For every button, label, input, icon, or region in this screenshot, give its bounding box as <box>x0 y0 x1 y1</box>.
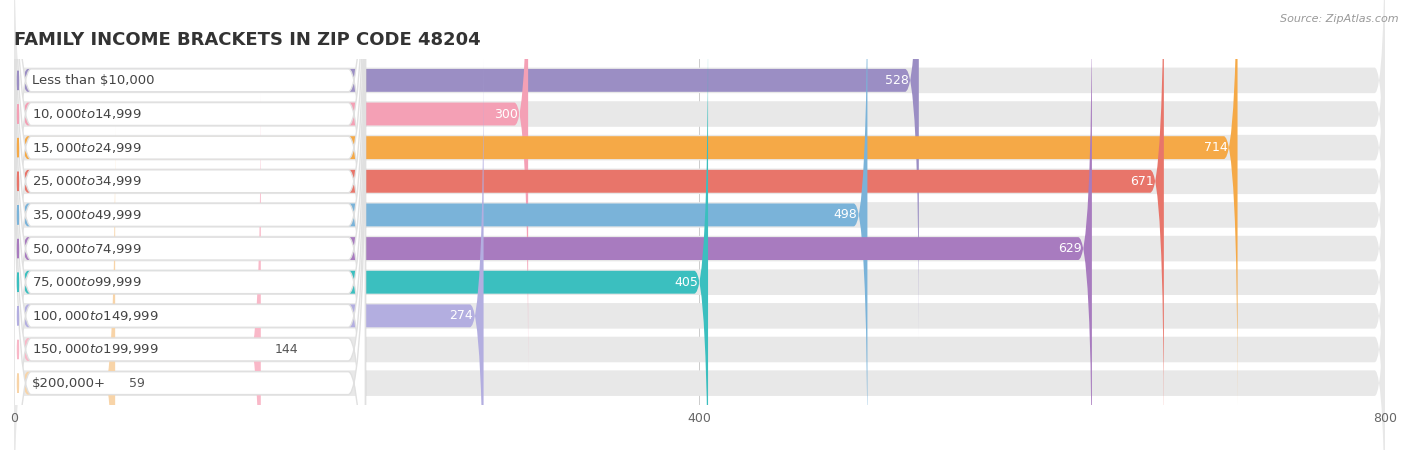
Text: Less than $10,000: Less than $10,000 <box>32 74 155 87</box>
FancyBboxPatch shape <box>14 161 1385 450</box>
FancyBboxPatch shape <box>14 0 1385 270</box>
FancyBboxPatch shape <box>14 0 366 450</box>
Text: 274: 274 <box>450 309 474 322</box>
Text: 144: 144 <box>274 343 298 356</box>
FancyBboxPatch shape <box>14 58 366 450</box>
Text: 671: 671 <box>1130 175 1153 188</box>
FancyBboxPatch shape <box>14 0 1092 450</box>
FancyBboxPatch shape <box>14 0 366 450</box>
Text: $150,000 to $199,999: $150,000 to $199,999 <box>32 342 159 356</box>
Text: Source: ZipAtlas.com: Source: ZipAtlas.com <box>1281 14 1399 23</box>
Text: 300: 300 <box>494 108 517 121</box>
FancyBboxPatch shape <box>14 0 1385 370</box>
FancyBboxPatch shape <box>14 0 1237 405</box>
Text: 629: 629 <box>1057 242 1081 255</box>
FancyBboxPatch shape <box>14 0 366 450</box>
FancyBboxPatch shape <box>14 0 1164 439</box>
FancyBboxPatch shape <box>14 0 366 450</box>
FancyBboxPatch shape <box>14 0 868 450</box>
FancyBboxPatch shape <box>14 0 366 405</box>
FancyBboxPatch shape <box>14 0 529 372</box>
FancyBboxPatch shape <box>14 26 1385 404</box>
FancyBboxPatch shape <box>14 93 1385 450</box>
FancyBboxPatch shape <box>14 194 1385 450</box>
FancyBboxPatch shape <box>14 0 1385 303</box>
FancyBboxPatch shape <box>14 0 920 338</box>
Text: 59: 59 <box>129 377 145 390</box>
FancyBboxPatch shape <box>14 0 366 439</box>
Text: FAMILY INCOME BRACKETS IN ZIP CODE 48204: FAMILY INCOME BRACKETS IN ZIP CODE 48204 <box>14 31 481 49</box>
FancyBboxPatch shape <box>14 127 1385 450</box>
FancyBboxPatch shape <box>14 126 115 450</box>
Text: 498: 498 <box>834 208 858 221</box>
Text: $200,000+: $200,000+ <box>32 377 107 390</box>
Text: $50,000 to $74,999: $50,000 to $74,999 <box>32 242 142 256</box>
FancyBboxPatch shape <box>14 0 366 450</box>
Text: 405: 405 <box>673 276 697 289</box>
FancyBboxPatch shape <box>14 24 366 450</box>
FancyBboxPatch shape <box>14 0 366 450</box>
FancyBboxPatch shape <box>14 59 1385 438</box>
Text: $25,000 to $34,999: $25,000 to $34,999 <box>32 174 142 188</box>
Text: 714: 714 <box>1204 141 1227 154</box>
Text: $100,000 to $149,999: $100,000 to $149,999 <box>32 309 159 323</box>
Text: $35,000 to $49,999: $35,000 to $49,999 <box>32 208 142 222</box>
Text: 528: 528 <box>884 74 908 87</box>
Text: $10,000 to $14,999: $10,000 to $14,999 <box>32 107 142 121</box>
FancyBboxPatch shape <box>14 92 262 450</box>
FancyBboxPatch shape <box>14 0 1385 337</box>
FancyBboxPatch shape <box>14 58 484 450</box>
Text: $15,000 to $24,999: $15,000 to $24,999 <box>32 141 142 155</box>
Text: $75,000 to $99,999: $75,000 to $99,999 <box>32 275 142 289</box>
FancyBboxPatch shape <box>14 24 709 450</box>
